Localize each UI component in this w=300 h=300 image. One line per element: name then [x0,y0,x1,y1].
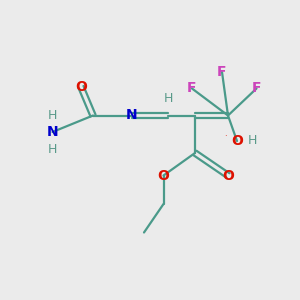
Text: H: H [247,134,257,148]
Text: O: O [231,134,243,148]
Text: F: F [217,65,227,79]
Text: ·: · [224,132,227,141]
Text: H: H [48,143,57,156]
Text: F: F [252,82,261,95]
Text: O: O [75,80,87,94]
Text: H: H [163,92,173,106]
Text: F: F [187,82,197,95]
Text: O: O [158,169,169,182]
Text: H: H [48,109,57,122]
Text: N: N [47,125,58,139]
Text: N: N [126,108,138,122]
Text: O: O [222,169,234,182]
